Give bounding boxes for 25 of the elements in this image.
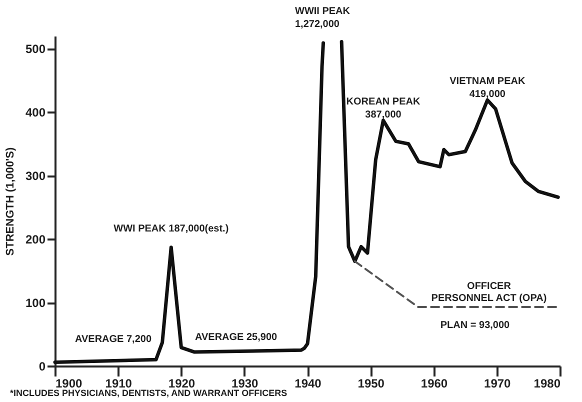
annotation: KOREAN PEAK 387,000 (346, 96, 421, 120)
annotation: VIETNAM PEAK 419,000 (450, 76, 526, 100)
x-tick-label: 1980 (534, 376, 561, 390)
y-tick-label: 300 (25, 169, 46, 184)
x-tick-label: 1960 (420, 376, 448, 390)
y-tick-label: 100 (25, 296, 46, 310)
annotation: AVERAGE 7,200 (75, 334, 152, 345)
text: *INCLUDES PHYSICIANS, DENTISTS, AND WARRANT OFFICERS (10, 388, 288, 398)
x-tick-label: 1930 (232, 376, 259, 390)
x-tick-label: 1950 (358, 376, 385, 390)
x-tick-label: 1900 (56, 376, 83, 390)
y-tick-label: 0 (38, 360, 46, 374)
x-tick-label: 1940 (294, 376, 322, 390)
annotation: WWI PEAK 187,000(est.) (114, 223, 229, 234)
text: WWII PEAK 1,272,000 (295, 6, 351, 30)
annotation: AVERAGE 25,900 (195, 332, 278, 343)
series-label: OFFICER PERSONNEL ACT (OPA) (431, 280, 547, 304)
x-tick-label: 1910 (105, 376, 132, 390)
x-tick-label: 1920 (168, 376, 196, 390)
y-axis-title: STRENGTH (1,000'S) (4, 146, 16, 256)
y-tick-label: 500 (25, 42, 46, 56)
annotation: PLAN = 93,000 (440, 320, 510, 331)
x-tick-label: 1970 (484, 376, 512, 390)
y-tick-label: 200 (25, 232, 46, 247)
y-tick-label: 400 (25, 106, 46, 120)
